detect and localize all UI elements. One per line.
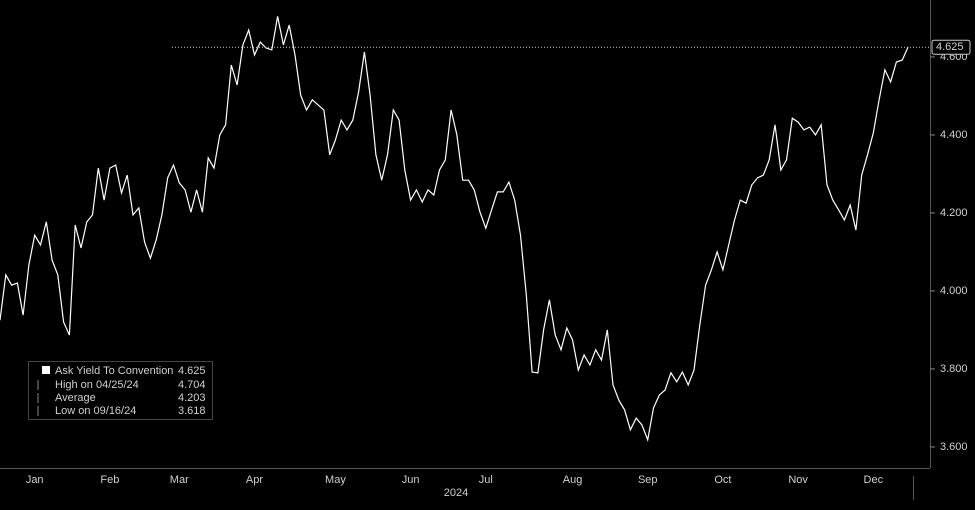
y-tick-label: 3.600 (940, 441, 968, 453)
x-tick-label: Apr (246, 474, 263, 486)
legend-box (28, 361, 213, 420)
legend-label: Average (55, 392, 96, 404)
x-tick-label: Nov (788, 474, 808, 486)
legend-label: Low on 09/16/24 (55, 405, 136, 417)
x-tick-label: Jan (26, 474, 44, 486)
x-tick-label: Feb (100, 474, 119, 486)
legend-label: Ask Yield To Convention (55, 365, 173, 377)
x-tick-label: Sep (638, 474, 658, 486)
y-tick-label: 4.000 (940, 285, 968, 297)
x-tick-label: Mar (170, 474, 189, 486)
legend: Ask Yield To Convention 4.625 High on 04/2… (28, 361, 213, 420)
x-tick-label: Jun (402, 474, 420, 486)
legend-value: 4.625 (178, 365, 206, 377)
x-axis-label: 2024 (444, 487, 468, 499)
y-tick-label: 4.400 (940, 129, 968, 141)
legend-swatch (42, 366, 50, 374)
x-tick-label: Jul (479, 474, 493, 486)
last-value-tag (931, 39, 971, 55)
legend-value: 4.203 (178, 392, 206, 404)
x-tick-label: Dec (864, 474, 884, 486)
last-value-label: 4.625 (936, 41, 964, 53)
x-tick-label: Oct (714, 474, 731, 486)
y-tick-label: 4.200 (940, 207, 968, 219)
legend-label: High on 04/25/24 (55, 379, 139, 391)
line (0, 16, 909, 443)
y-tick-label: 3.800 (940, 363, 968, 375)
legend-value: 3.618 (178, 405, 206, 417)
x-tick-label: May (325, 474, 346, 486)
x-tick-label: Aug (563, 474, 583, 486)
legend-value: 4.704 (178, 379, 206, 391)
